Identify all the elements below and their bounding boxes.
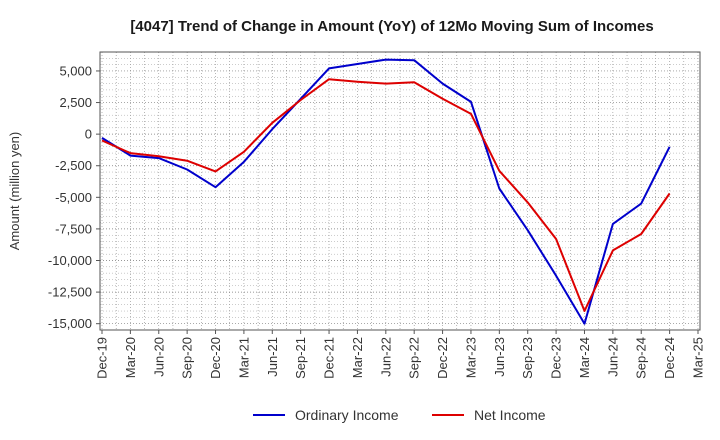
grid — [100, 52, 700, 330]
x-tick-label: Dec-23 — [549, 337, 564, 379]
x-tick-label: Jun-21 — [265, 337, 280, 377]
x-axis: Dec-19 Mar-20 Jun-20 Sep-20 Dec-20 Mar-21 Jun-… — [95, 330, 706, 379]
y-tick-label: -12,500 — [48, 285, 92, 300]
x-tick-label: Dec-20 — [208, 337, 223, 379]
y-tick-label: -15,000 — [48, 316, 92, 331]
series-lines — [101, 58, 671, 325]
x-tick-label: Jun-24 — [605, 337, 620, 377]
x-tick-label: Sep-21 — [293, 337, 308, 379]
y-tick-label: -2,500 — [55, 158, 92, 173]
y-tick-label: 5,000 — [59, 63, 92, 78]
series-line-net-income — [101, 78, 671, 312]
x-tick-label: Dec-24 — [662, 337, 677, 379]
y-tick-label: -7,500 — [55, 221, 92, 236]
x-tick-label: Mar-24 — [577, 337, 592, 378]
plot-frame — [99, 51, 701, 331]
x-tick-label: Mar-25 — [691, 337, 706, 378]
legend: Ordinary Income Net Income — [253, 407, 546, 423]
legend-label-net-income: Net Income — [474, 407, 546, 423]
y-tick-label: -5,000 — [55, 190, 92, 205]
legend-label-ordinary-income: Ordinary Income — [295, 407, 399, 423]
y-tick-label: 2,500 — [59, 95, 92, 110]
x-tick-label: Jun-22 — [378, 337, 393, 377]
x-tick-label: Dec-22 — [435, 337, 450, 379]
y-tick-label: -10,000 — [48, 253, 92, 268]
x-tick-label: Jun-23 — [492, 337, 507, 377]
series-line-ordinary-income — [101, 58, 671, 325]
y-tick-label: 0 — [85, 127, 92, 142]
x-tick-label: Sep-20 — [180, 337, 195, 379]
x-tick-label: Dec-19 — [95, 337, 110, 379]
x-tick-label: Mar-21 — [236, 337, 251, 378]
x-tick-label: Sep-23 — [520, 337, 535, 379]
x-tick-label: Mar-23 — [463, 337, 478, 378]
chart-title: [4047] Trend of Change in Amount (YoY) o… — [130, 18, 653, 35]
x-tick-label: Sep-22 — [407, 337, 422, 379]
x-tick-label: Sep-24 — [634, 337, 649, 379]
x-tick-label: Mar-20 — [123, 337, 138, 378]
x-tick-label: Dec-21 — [322, 337, 337, 379]
x-tick-label: Jun-20 — [151, 337, 166, 377]
x-tick-label: Mar-22 — [350, 337, 365, 378]
y-axis-label: Amount (million yen) — [7, 132, 22, 251]
y-axis: 5,000 2,500 0 -2,500 -5,000 -7,500 -10,000 -12,… — [48, 63, 100, 331]
